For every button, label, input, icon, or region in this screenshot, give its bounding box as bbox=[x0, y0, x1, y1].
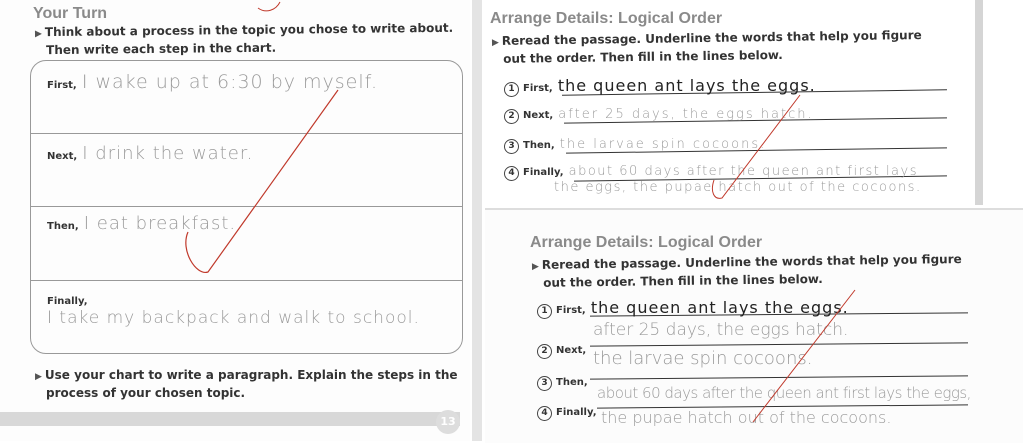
row-label: Next, bbox=[47, 151, 78, 162]
step-number-badge: 3 bbox=[537, 376, 552, 391]
answer-row-1[interactable]: 1 First, the queen ant lays the eggs. bbox=[504, 76, 816, 97]
handwritten-answer[interactable]: I drink the water. bbox=[82, 143, 254, 164]
row-label: Next, bbox=[523, 110, 554, 121]
row-label: First, bbox=[556, 305, 586, 316]
handwritten-answer[interactable]: the queen ant lays the eggs. bbox=[590, 298, 849, 317]
page-footer-band bbox=[0, 412, 460, 426]
step-number-badge: 4 bbox=[504, 166, 519, 181]
divider bbox=[31, 133, 462, 134]
page-gutter bbox=[472, 0, 482, 441]
answer-row-4[interactable]: 4 Finally, bbox=[537, 400, 597, 421]
worksheet-bottom: Arrange Details: Logical Order ▶ Reread t… bbox=[485, 208, 1023, 443]
handwritten-answer[interactable]: after 25 days, the eggs hatch. bbox=[593, 320, 849, 340]
handwritten-continuation[interactable]: the pupae hatch out of the cocoons. bbox=[601, 408, 892, 427]
step-number-badge: 3 bbox=[504, 139, 519, 154]
handwritten-answer[interactable]: I wake up at 6:30 by myself. bbox=[81, 71, 378, 93]
chart-row-then[interactable]: Then, I eat breakfast. bbox=[47, 213, 236, 234]
bottom-instruction: ▶ Use your chart to write a paragraph. Ex… bbox=[35, 367, 458, 401]
answer-row-3[interactable]: 3 Then, bbox=[537, 370, 588, 391]
handwritten-continuation[interactable]: the eggs, the pupae hatch out of the coc… bbox=[554, 180, 922, 195]
step-number-badge: 2 bbox=[537, 344, 552, 359]
handwritten-answer[interactable]: after 25 days, the eggs hatch. bbox=[558, 107, 814, 122]
handwritten-answer[interactable]: I eat breakfast. bbox=[83, 213, 237, 234]
chart-row-next[interactable]: Next, I drink the water. bbox=[47, 143, 253, 164]
instruction-line: process of your chosen topic. bbox=[46, 386, 246, 400]
worksheet-top: Arrange Details: Logical Order ▶ Reread t… bbox=[482, 0, 975, 205]
row-label: Finally, bbox=[556, 407, 597, 418]
section-title: Arrange Details: Logical Order bbox=[490, 10, 723, 27]
page-edge bbox=[975, 0, 983, 205]
row-label: First, bbox=[47, 80, 77, 91]
steps-chart: First, I wake up at 6:30 by myself. Next… bbox=[30, 60, 463, 354]
row-label: Finally, bbox=[47, 296, 88, 307]
row-label: Next, bbox=[556, 345, 587, 356]
handwritten-answer[interactable]: the queen ant lays the eggs. bbox=[557, 76, 816, 95]
page-number: 13 bbox=[436, 410, 460, 434]
row-label: Then, bbox=[47, 221, 79, 232]
handwritten-answer[interactable]: about 60 days after the queen ant first … bbox=[597, 384, 971, 402]
row-label: Finally, bbox=[523, 167, 564, 178]
arrow-bullet-icon: ▶ bbox=[35, 372, 42, 382]
row-label: First, bbox=[523, 83, 553, 94]
answer-row-3[interactable]: 3 Then, the larvae spin cocoons. bbox=[504, 133, 766, 154]
teacher-check-mark bbox=[752, 289, 856, 423]
instruction-line: Use your chart to write a paragraph. Exp… bbox=[44, 368, 458, 382]
row-label: Then, bbox=[523, 140, 555, 151]
section-title: Arrange Details: Logical Order bbox=[530, 234, 763, 251]
chart-row-finally[interactable]: Finally, I take my backpack and walk to … bbox=[47, 289, 462, 328]
divider bbox=[31, 280, 462, 281]
answer-row-1[interactable]: 1 First, the queen ant lays the eggs. bbox=[537, 298, 849, 319]
divider bbox=[31, 206, 462, 207]
handwritten-answer[interactable]: the larvae spin cocoons. bbox=[593, 348, 813, 369]
chart-row-first[interactable]: First, I wake up at 6:30 by myself. bbox=[47, 71, 378, 93]
teacher-check-mark bbox=[711, 94, 801, 199]
step-number-badge: 1 bbox=[537, 304, 552, 319]
answer-row-2[interactable]: 2 Next, bbox=[537, 338, 586, 359]
answer-row-2[interactable]: 2 Next, after 25 days, the eggs hatch. bbox=[504, 103, 814, 124]
left-worksheet-page: Your Turn ▶ Think about a process in the … bbox=[0, 0, 470, 441]
row-label: Then, bbox=[556, 377, 588, 388]
section-title: Your Turn bbox=[33, 5, 108, 22]
handwritten-answer[interactable]: I take my backpack and walk to school. bbox=[47, 308, 420, 328]
step-number-badge: 4 bbox=[537, 406, 552, 421]
handwritten-answer[interactable]: the larvae spin cocoons. bbox=[559, 137, 767, 152]
teacher-check-mark bbox=[185, 1, 339, 273]
step-number-badge: 1 bbox=[504, 82, 519, 97]
step-number-badge: 2 bbox=[504, 109, 519, 124]
